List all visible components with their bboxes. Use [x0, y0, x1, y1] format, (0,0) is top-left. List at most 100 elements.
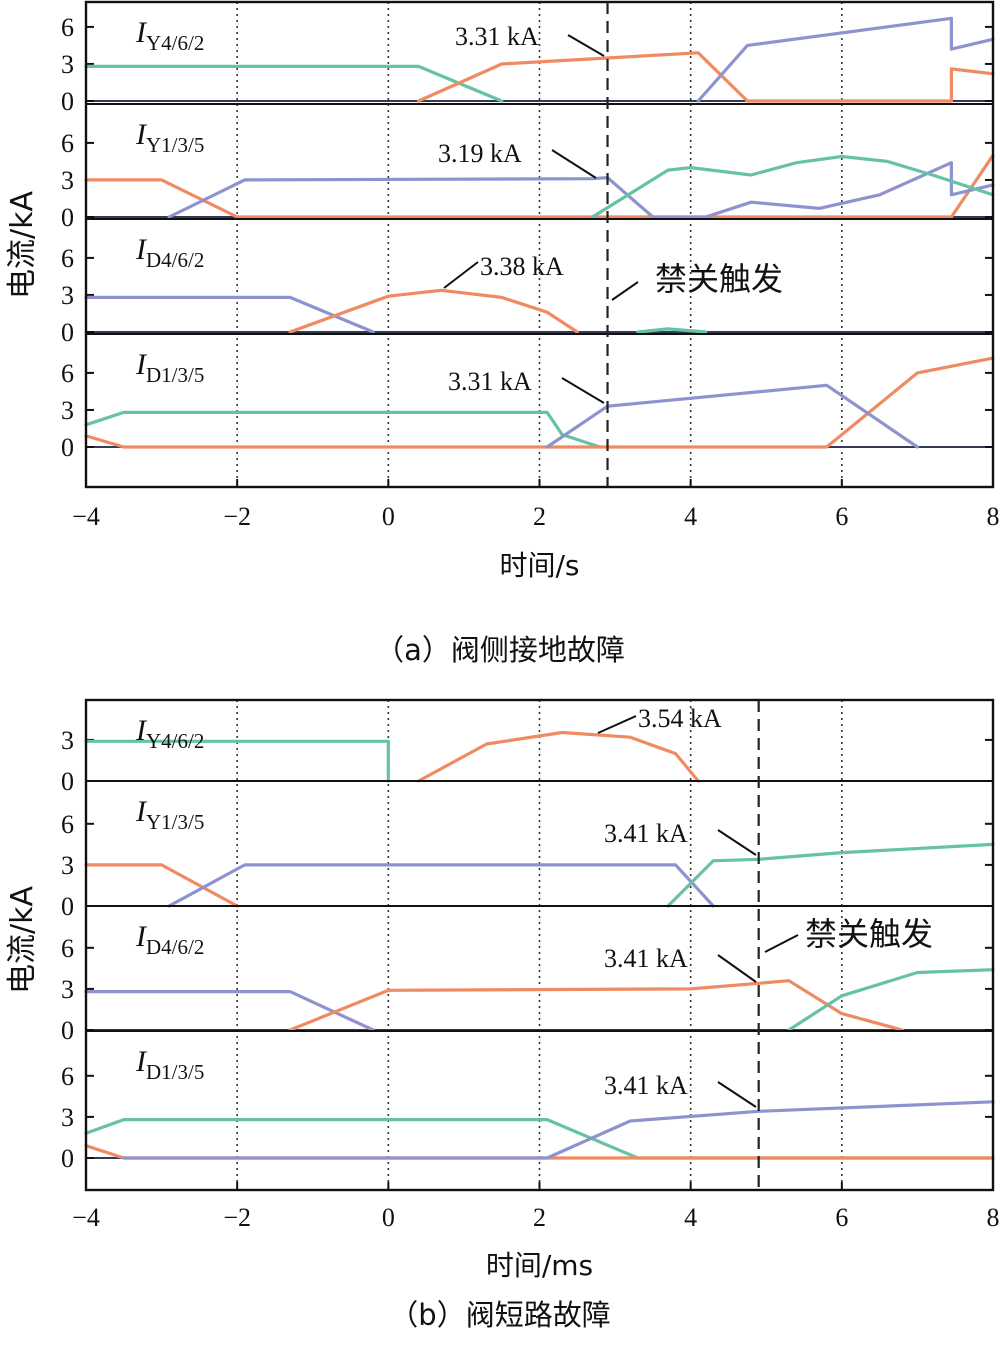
panel-label: ID1/3/5 — [135, 1045, 204, 1084]
x-tick-label: 8 — [987, 1203, 1000, 1232]
y-tick-label: 3 — [61, 281, 74, 310]
x-tick-label: 8 — [987, 502, 1000, 531]
panel-Y1-3-5: 0 3 6 IY1/3/5 3.19 kA — [61, 103, 995, 232]
annotation-leader — [443, 261, 479, 289]
annotation-leader — [717, 1081, 757, 1108]
y-tick-label: 0 — [61, 318, 74, 347]
series-line-green — [787, 968, 995, 1032]
y-axis-label: 电流/kA — [5, 191, 40, 299]
x-tick-label: −2 — [223, 1203, 251, 1232]
panel-Y4-6-2: 0 3 IY4/6/2 3.54 kA — [61, 704, 993, 796]
y-tick-label: 0 — [61, 1144, 74, 1173]
chart-a: 0 3 6 IY4/6/2 3.31 kA 0 3 6 IY1/3/5 3.19 kA 0 3 6 ID4… — [5, 0, 1000, 667]
y-axis-label: 电流/kA — [5, 886, 40, 994]
y-tick-label: 0 — [61, 203, 74, 232]
y-tick-label: 6 — [61, 129, 74, 158]
x-axis-label: 时间/s — [499, 549, 579, 582]
y-tick-label: 3 — [61, 166, 74, 195]
series-line-blue — [84, 989, 375, 1032]
annotation-label: 3.41 kA — [604, 1071, 688, 1100]
x-tick-label: 0 — [382, 502, 395, 531]
y-tick-label: 6 — [61, 244, 74, 273]
annotation-leader — [717, 829, 757, 856]
series-line-orange — [288, 979, 904, 1032]
annotation-label: 3.38 kA — [480, 252, 564, 281]
panel-label: ID1/3/5 — [135, 348, 204, 387]
trigger-leader — [764, 934, 799, 953]
series-line-green — [84, 410, 602, 449]
annotation-label: 3.41 kA — [604, 944, 688, 973]
y-tick-label: 3 — [61, 50, 74, 79]
panel-label: ID4/6/2 — [135, 233, 204, 272]
x-tick-label: 4 — [684, 502, 697, 531]
x-tick-label: −4 — [72, 1203, 100, 1232]
trigger-label: 禁关触发 — [805, 915, 933, 953]
y-tick-label: 0 — [61, 892, 74, 921]
panel-label: IY1/3/5 — [135, 118, 204, 157]
x-tick-label: 6 — [835, 502, 848, 531]
y-tick-label: 0 — [61, 1016, 74, 1045]
trigger-label: 禁关触发 — [655, 260, 783, 298]
annotation-leader — [551, 149, 597, 179]
series-line-blue — [167, 863, 715, 908]
y-tick-label: 0 — [61, 433, 74, 462]
panel-label: IY1/3/5 — [135, 795, 204, 834]
panel-D1-3-5: 0 3 6 ID1/3/5 3.41 kA — [61, 1030, 995, 1173]
annotation-label: 3.31 kA — [455, 22, 539, 51]
y-tick-label: 3 — [61, 975, 74, 1004]
y-tick-label: 0 — [61, 87, 74, 116]
figure-caption: （a）阀侧接地故障 — [375, 633, 625, 667]
series-line-blue — [545, 383, 920, 449]
series-line-green — [636, 327, 708, 334]
figure-caption: （b）阀短路故障 — [389, 1298, 610, 1332]
y-tick-label: 3 — [61, 851, 74, 880]
series-line-green — [84, 64, 504, 103]
series-line-orange — [417, 51, 995, 103]
series-line-orange — [84, 356, 995, 449]
series-line-orange — [288, 288, 579, 334]
y-tick-label: 6 — [61, 13, 74, 42]
series-line-blue — [84, 295, 375, 334]
annotation-leader — [561, 377, 605, 404]
x-tick-label: 6 — [835, 1203, 848, 1232]
series-line-blue — [696, 16, 995, 103]
panel-Y4-6-2: 0 3 6 IY4/6/2 3.31 kA — [61, 13, 995, 116]
annotation-label: 3.41 kA — [604, 819, 688, 848]
y-tick-label: 6 — [61, 359, 74, 388]
panel-D4-6-2: 0 3 6 ID4/6/2 3.38 kA — [61, 218, 993, 347]
series-line-blue — [167, 161, 995, 219]
y-tick-label: 6 — [61, 934, 74, 963]
x-tick-label: −2 — [223, 502, 251, 531]
annotation-label: 3.19 kA — [438, 139, 522, 168]
trigger-leader — [611, 281, 639, 301]
x-tick-label: 0 — [382, 1203, 395, 1232]
y-tick-label: 3 — [61, 1103, 74, 1132]
y-tick-label: 3 — [61, 396, 74, 425]
y-tick-label: 3 — [61, 726, 74, 755]
x-tick-label: 2 — [533, 1203, 546, 1232]
series-line-orange — [84, 153, 995, 219]
x-tick-label: 4 — [684, 1203, 697, 1232]
panel-D1-3-5: 0 3 6 ID1/3/5 3.31 kA — [61, 333, 995, 462]
annotation-leader — [717, 954, 757, 983]
annotation-label: 3.54 kA — [638, 704, 722, 733]
panel-label: ID4/6/2 — [135, 920, 204, 959]
panel-Y1-3-5: 0 3 6 IY1/3/5 3.41 kA — [61, 780, 995, 921]
y-tick-label: 0 — [61, 767, 74, 796]
chart-b: 0 3 IY4/6/2 3.54 kA 0 3 6 IY1/3/5 3.41 kA 0 3 6 ID4/… — [5, 698, 1000, 1332]
y-tick-label: 6 — [61, 1062, 74, 1091]
annotation-leader — [567, 34, 605, 57]
series-line-green — [84, 739, 390, 783]
panel-label: IY4/6/2 — [135, 16, 204, 55]
series-line-green — [590, 154, 995, 219]
x-tick-label: −4 — [72, 502, 100, 531]
annotation-label: 3.31 kA — [448, 367, 532, 396]
series-line-orange — [84, 863, 239, 908]
x-axis-label: 时间/ms — [486, 1249, 593, 1282]
y-tick-label: 6 — [61, 810, 74, 839]
series-line-green — [666, 842, 995, 908]
panel-label: IY4/6/2 — [135, 714, 204, 753]
annotation-leader — [597, 715, 637, 734]
